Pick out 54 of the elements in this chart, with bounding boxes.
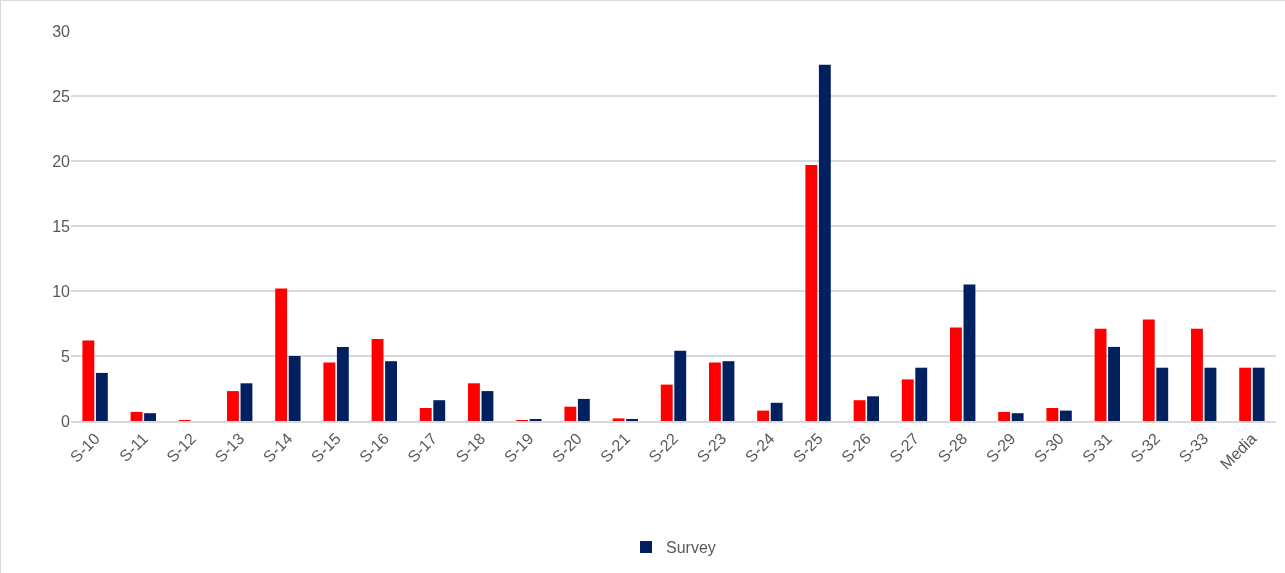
y-tick-label: 30: [52, 22, 71, 40]
bar: [757, 410, 770, 421]
bar: [709, 362, 721, 421]
bar: [1156, 367, 1169, 421]
bar: [1059, 410, 1072, 421]
bar: [612, 418, 625, 421]
bar: [130, 411, 143, 421]
bar: [1046, 408, 1059, 421]
bar: [950, 327, 962, 421]
bar: [288, 356, 301, 421]
bar: [998, 411, 1011, 421]
bar: [419, 408, 432, 421]
y-tick-label: 10: [52, 282, 71, 300]
bar: [144, 413, 156, 421]
bar: [371, 339, 384, 421]
bar: [1239, 367, 1252, 421]
bar: [915, 367, 928, 421]
bar: [564, 406, 577, 421]
y-tick-label: 0: [61, 412, 71, 430]
bar: [240, 383, 253, 421]
x-tick-label: S-11: [116, 429, 152, 465]
y-tick-label: 5: [61, 347, 71, 365]
bar: [1011, 413, 1024, 421]
bar: [82, 340, 95, 421]
bar: [481, 391, 494, 421]
bar: [1094, 328, 1107, 421]
bar: [433, 400, 446, 421]
y-tick-label: 20: [52, 152, 71, 170]
bar: [95, 372, 108, 421]
bar: [867, 396, 879, 421]
bar: [770, 402, 783, 421]
bar: [336, 346, 349, 421]
bar: [468, 383, 480, 421]
y-tick-label: 25: [52, 87, 71, 105]
bar: [227, 391, 239, 421]
bar: [1204, 367, 1217, 421]
bar: [323, 362, 336, 421]
bar: [674, 350, 687, 421]
bar: [963, 284, 976, 421]
y-tick-label: 15: [52, 217, 71, 235]
bar: [722, 361, 735, 421]
bar: [275, 288, 288, 421]
bar: [577, 398, 590, 421]
bar: [805, 164, 818, 421]
legend-label: Survey: [666, 539, 716, 557]
bar: [1108, 346, 1120, 421]
bar: [1191, 328, 1203, 421]
bar: [1252, 367, 1265, 421]
bar: [385, 361, 397, 421]
bar: [1142, 319, 1155, 421]
bar: [660, 384, 673, 421]
bar: [818, 64, 831, 421]
bar: [901, 379, 914, 421]
bar: [853, 400, 866, 421]
